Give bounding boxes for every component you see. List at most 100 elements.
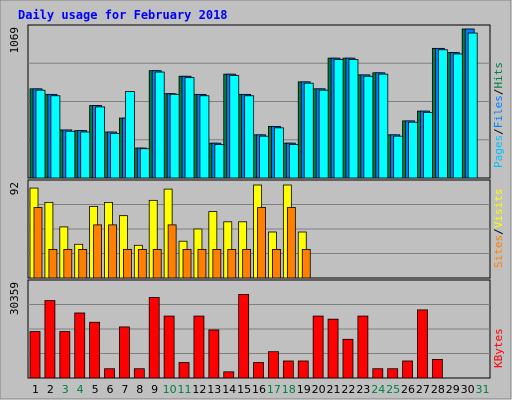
x-tick-label: 20 xyxy=(312,383,326,396)
bar-visits-sites xyxy=(78,248,88,279)
x-tick-label: 4 xyxy=(77,383,84,396)
bar-kbytes-kbytes xyxy=(268,351,279,379)
x-tick-label: 13 xyxy=(207,383,221,396)
bar-kbytes-kbytes xyxy=(327,318,339,379)
bar-hits-pages xyxy=(244,95,255,179)
bar-visits-sites xyxy=(286,207,296,279)
bar-visits-sites xyxy=(272,248,281,279)
x-tick-label: 15 xyxy=(237,383,251,396)
bar-kbytes-kbytes xyxy=(372,368,384,379)
bar-kbytes-kbytes xyxy=(402,360,413,379)
x-tick-label: 29 xyxy=(446,383,460,396)
bar-hits-pages xyxy=(50,95,61,179)
legend-entry: Visits xyxy=(492,189,505,229)
bar-kbytes-kbytes xyxy=(89,321,101,379)
bar-hits-pages xyxy=(80,131,91,179)
bar-kbytes-kbytes xyxy=(163,315,175,379)
bar-kbytes-kbytes xyxy=(297,360,309,379)
x-tick-label: 28 xyxy=(431,383,445,396)
bar-visits-sites xyxy=(108,224,117,279)
bar-hits-pages xyxy=(214,144,225,179)
bar-visits-sites xyxy=(152,248,162,279)
bar-kbytes-kbytes xyxy=(387,368,399,379)
bar-kbytes-kbytes xyxy=(357,315,369,379)
x-tick-label: 3 xyxy=(62,383,69,396)
bar-kbytes-kbytes xyxy=(44,300,56,379)
legend-kbytes: KBytes xyxy=(492,328,505,368)
bar-kbytes-kbytes xyxy=(133,368,145,379)
legend-visits: Sites/Visits xyxy=(492,189,505,269)
legend-entry: / xyxy=(492,228,505,235)
bar-visits-sites xyxy=(257,207,266,279)
x-tick-label: 23 xyxy=(356,383,370,396)
bar-visits-sites xyxy=(197,248,207,279)
bar-visits-sites xyxy=(93,224,103,279)
bar-hits-pages xyxy=(348,59,359,179)
bar-hits-pages xyxy=(318,89,329,179)
bar-hits-pages xyxy=(378,73,389,179)
x-tick-label: 19 xyxy=(297,383,311,396)
bar-visits-sites xyxy=(137,248,147,279)
bar-hits-pages xyxy=(35,89,46,179)
legend-entry: / xyxy=(492,128,505,135)
legend-hits: Pages/Files/Hits xyxy=(492,62,505,168)
bar-visits-sites xyxy=(63,248,73,279)
bar-kbytes-kbytes xyxy=(417,309,428,379)
x-tick-label: 2 xyxy=(47,383,54,396)
bar-visits-sites xyxy=(227,248,237,279)
bar-hits-pages xyxy=(199,95,210,179)
x-tick-label: 17 xyxy=(267,383,281,396)
bar-visits-sites xyxy=(301,248,311,279)
bar-hits-pages xyxy=(65,130,76,179)
ymax-label-hits: 1069 xyxy=(8,27,21,54)
bar-hits-pages xyxy=(363,75,374,179)
bar-hits-pages xyxy=(154,71,165,179)
bar-hits-pages xyxy=(423,112,433,179)
bar-kbytes-kbytes xyxy=(253,362,264,379)
x-tick-label: 31 xyxy=(476,383,490,396)
bar-hits-pages xyxy=(333,59,344,179)
bar-visits-sites xyxy=(167,224,177,279)
bar-visits-sites xyxy=(182,248,192,279)
x-tick-label: 10 xyxy=(163,383,177,396)
bar-kbytes-kbytes xyxy=(238,294,250,379)
x-tick-label: 22 xyxy=(341,383,355,396)
bar-hits-pages xyxy=(408,121,418,179)
bar-hits-pages xyxy=(259,135,269,179)
legend-entry: Hits xyxy=(492,62,505,89)
bar-hits-pages xyxy=(229,75,240,179)
x-tick-label: 27 xyxy=(416,383,430,396)
bar-hits-pages xyxy=(125,91,135,179)
plot-area: 1069Pages/Files/Hits92Sites/Visits30359K… xyxy=(8,24,505,396)
bar-kbytes-kbytes xyxy=(193,315,205,379)
bar-hits-pages xyxy=(303,82,314,179)
legend-entry: / xyxy=(492,89,505,96)
bar-hits-pages xyxy=(393,135,404,179)
x-tick-label: 7 xyxy=(121,383,128,396)
bar-kbytes-kbytes xyxy=(74,312,86,379)
legend-entry: Files xyxy=(492,95,505,128)
bar-hits-pages xyxy=(288,144,299,179)
bar-kbytes-kbytes xyxy=(342,338,354,379)
x-tick-label: 16 xyxy=(252,383,266,396)
x-tick-label: 1 xyxy=(32,383,39,396)
bar-visits-sites xyxy=(33,207,43,279)
bar-kbytes-kbytes xyxy=(29,331,41,379)
bar-kbytes-kbytes xyxy=(431,359,443,379)
x-tick-label: 5 xyxy=(92,383,99,396)
bar-hits-pages xyxy=(437,49,448,179)
x-tick-label: 25 xyxy=(386,383,400,396)
bar-kbytes-kbytes xyxy=(178,362,190,379)
bar-kbytes-kbytes xyxy=(223,371,235,379)
bar-hits-pages xyxy=(452,53,463,179)
x-tick-label: 24 xyxy=(371,383,385,396)
bar-kbytes-kbytes xyxy=(119,326,130,379)
x-tick-label: 8 xyxy=(136,383,143,396)
bar-kbytes-kbytes xyxy=(59,331,71,379)
legend-entry: KBytes xyxy=(492,328,505,368)
x-tick-label: 18 xyxy=(282,383,296,396)
legend-entry: Pages xyxy=(492,135,505,168)
bar-hits-pages xyxy=(139,148,150,179)
bar-hits-pages xyxy=(274,127,284,179)
